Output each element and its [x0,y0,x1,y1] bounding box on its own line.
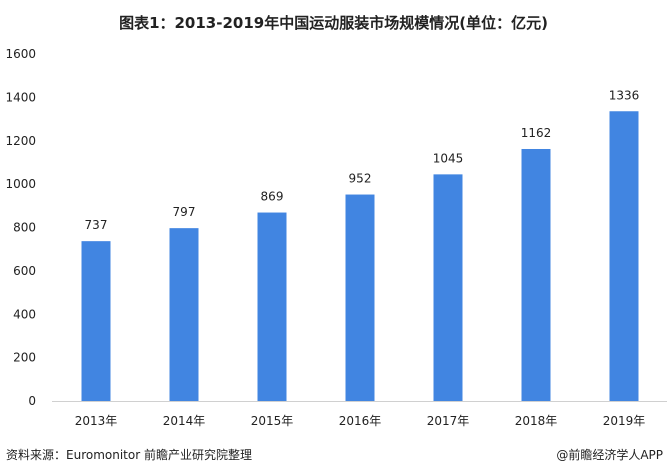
x-tick-label: 2018年 [515,414,558,428]
x-tick-label: 2015年 [251,414,294,428]
bar [81,241,111,401]
y-tick-label: 0 [28,394,36,408]
data-label: 737 [85,218,108,232]
data-label: 797 [173,205,196,219]
source-note: 资料来源：Euromonitor 前瞻产业研究院整理 [6,448,252,462]
bar [345,194,375,401]
y-tick-label: 1600 [5,47,36,61]
x-tick-label: 2017年 [427,414,470,428]
y-tick-label: 1200 [5,134,36,148]
x-tick-label: 2014年 [163,414,206,428]
data-label: 1162 [521,126,552,140]
data-label: 1336 [609,88,640,102]
bar [433,174,463,401]
bar [257,212,287,401]
bar [609,111,639,401]
data-label: 1045 [433,151,464,165]
data-label: 952 [349,172,372,186]
y-tick-label: 400 [13,307,36,321]
y-tick-label: 1400 [5,90,36,104]
x-tick-label: 2013年 [75,414,118,428]
bar [521,148,551,401]
credit-note: @前瞻经济学人APP [556,448,663,462]
data-label: 869 [261,190,284,204]
y-tick-label: 800 [13,221,36,235]
y-tick-label: 200 [13,351,36,365]
bar [169,228,199,401]
x-tick-label: 2019年 [603,414,646,428]
chart-title: 图表1：2013-2019年中国运动服装市场规模情况(单位：亿元) [119,14,548,32]
y-tick-label: 1000 [5,177,36,191]
x-tick-label: 2016年 [339,414,382,428]
y-tick-label: 600 [13,264,36,278]
